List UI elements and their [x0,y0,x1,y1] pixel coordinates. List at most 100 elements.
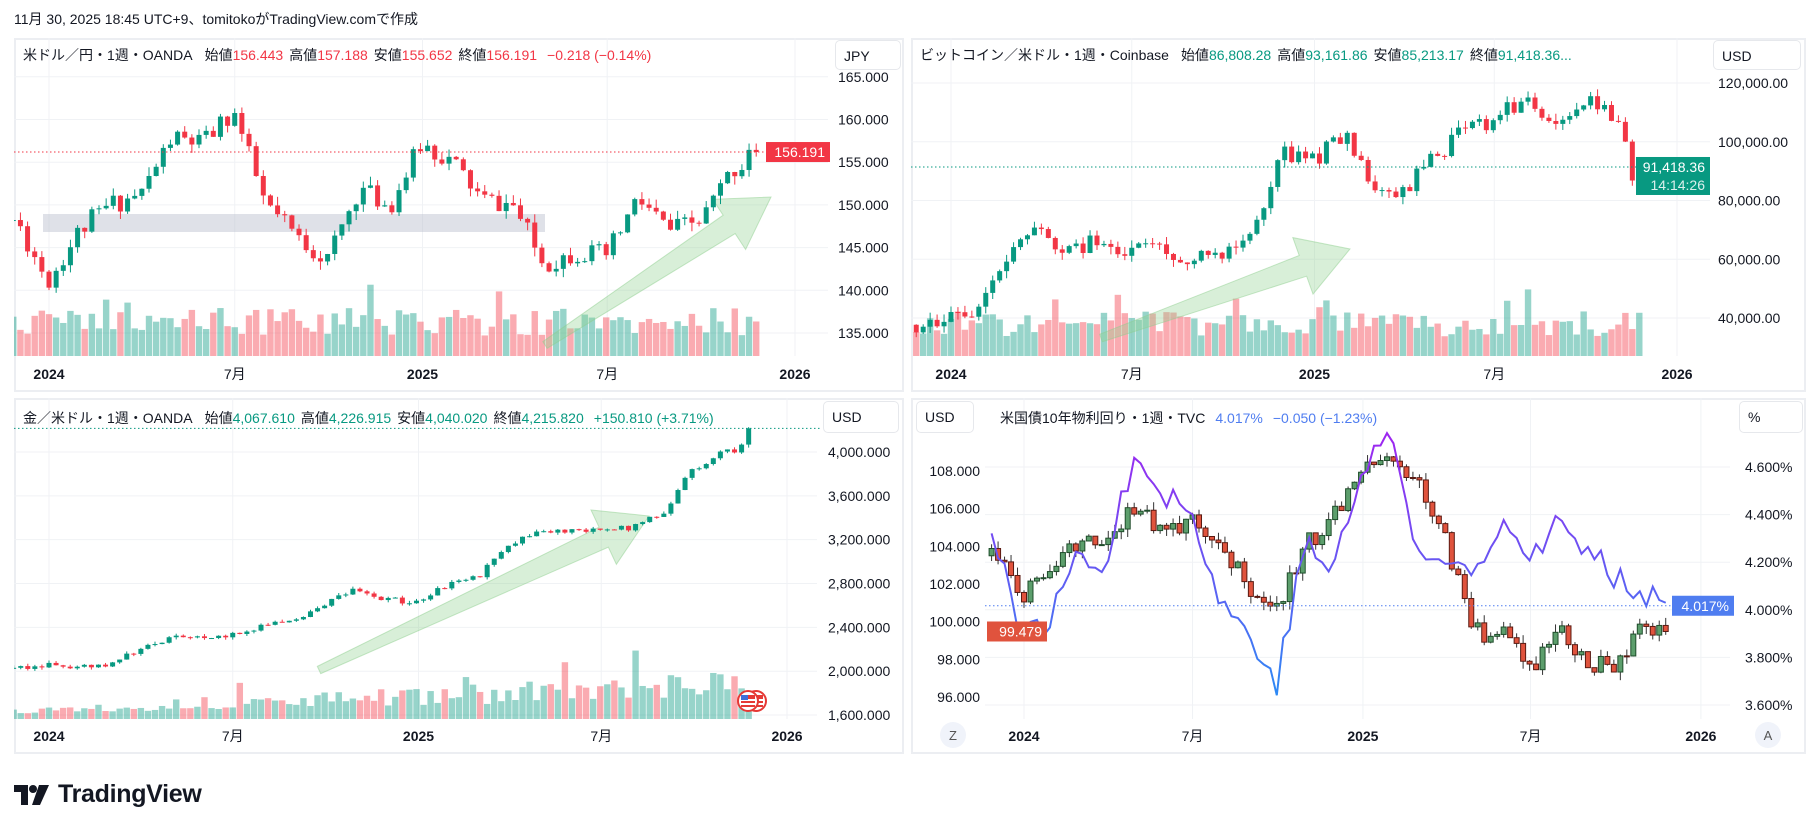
candle-body [1164,244,1170,254]
candle-body [117,195,123,212]
time-axis-label: 2025 [1299,366,1330,382]
candle-body [590,528,596,532]
candle-body [1289,146,1295,163]
chart-caption: 11月 30, 2025 18:45 UTC+9、tomitokoがTradin… [14,11,418,27]
time-axis-label: 7月 [1121,366,1143,382]
candle-body [746,428,752,445]
volume-bar [695,694,703,719]
volume-bar [399,690,406,719]
candle-body [498,552,504,559]
time-axis-label: 7月 [1483,366,1505,382]
volume-bar [753,321,760,356]
candle-body [173,635,179,638]
candle-body [124,653,130,660]
candle-body [1296,151,1302,163]
us-flag-event-icon [737,690,759,712]
time-axis-label: 2026 [779,366,810,382]
volume-bar [110,329,117,356]
candle-body [117,659,123,663]
volume-bar [933,330,941,356]
candle-body [139,188,145,196]
volume-bar [1462,320,1469,356]
candle-body [167,144,173,148]
us10y-chart[interactable]: 108.000 106.000 104.000 102.000 100.000 98.00… [911,398,1805,752]
currency-button-jpy[interactable]: JPY [835,40,901,70]
candle-body [1286,572,1293,603]
volume-bar [74,711,81,719]
candle-body [625,214,631,233]
volume-bar [961,329,969,356]
candle-body [196,134,202,145]
candle-body [696,468,702,470]
tradingview-logo[interactable]: TradingView [14,780,202,809]
volume-bar [1552,320,1560,356]
candle-body [1108,243,1114,247]
right-unit-button-percent[interactable]: % [1739,401,1803,433]
xauusd-chart[interactable]: 4,000.000 3,600.000 3,200.000 2,800.000 2,40… [14,398,902,752]
volume-bar [533,700,540,719]
volume-bar [452,309,460,356]
left-price-label-bg [987,621,1047,642]
volume-bar [681,688,689,719]
candle-body [1247,581,1254,597]
candle-body [1428,153,1434,167]
volume-bar [342,701,350,719]
volume-bar [703,690,710,719]
candle-body [1372,181,1378,191]
legend-change: +150.810 (+3.71%) [593,410,714,426]
candle-body [1416,477,1423,481]
volume-bar [717,321,724,356]
candle-body [1196,514,1203,529]
currency-button-usd[interactable]: USD [823,401,899,433]
volume-bar [1093,324,1101,356]
usdjpy-chart[interactable]: 165.000 160.000 155.000 150.000 145.000 140.0… [14,38,902,390]
volume-bar [1385,323,1393,356]
candle-body [1468,598,1475,628]
candle-body [1045,229,1051,238]
log-scale-z-button[interactable] [940,722,966,748]
volume-bar [1128,318,1135,356]
candle-body [152,644,158,646]
volume-bar [95,704,102,719]
volume-bar [381,325,388,356]
volume-bar [160,317,167,356]
auto-scale-a-button[interactable] [1755,722,1781,748]
panel-us10y[interactable] [911,398,1806,754]
left-currency-button-usd[interactable]: USD [916,401,974,433]
candle-body [360,187,366,205]
candle-body [539,247,545,264]
volume-bar [434,702,441,719]
time-axis-label: 2024 [33,366,64,382]
candle-body [1469,121,1475,129]
candle-body [1455,568,1462,576]
candle-body [576,529,582,531]
legend-us10y: 米国債10年物利回り・1週・TVC 4.017% −0.050 (−1.23%) [1000,408,1377,428]
volume-bar [59,707,67,719]
btcusd-chart[interactable]: 120,000.00 100,000.00 80,000.00 60,000.00 40… [911,38,1805,390]
candle-body [1337,137,1343,144]
candle-body [1177,259,1183,263]
volume-bar [1288,332,1295,356]
currency-button-usd[interactable]: USD [1713,40,1801,70]
legend-ohlc-value: 91,418.36... [1497,47,1572,63]
candle-body [632,199,638,215]
candle-body [159,642,165,645]
candle-body [1622,121,1628,142]
panel-btcusd[interactable] [911,38,1806,392]
volume-bar [674,321,681,356]
volume-bar [374,319,381,356]
candle-body [610,233,616,256]
candle-body [1072,543,1079,552]
candle-body [272,621,278,625]
time-axis-label: 2024 [935,366,966,382]
candle-body [1319,535,1326,546]
candle-body [1008,561,1015,576]
volume-bar [519,687,526,719]
legend-symbol: ビットコイン／米ドル・1週・Coinbase [920,47,1169,63]
price-axis-label: 104.000 [929,538,980,554]
volume-bar [1427,326,1434,356]
candle-body [339,224,345,236]
price-axis-label: 80,000.00 [1718,193,1780,209]
candle-body [1053,565,1060,573]
candle-body [567,255,573,264]
